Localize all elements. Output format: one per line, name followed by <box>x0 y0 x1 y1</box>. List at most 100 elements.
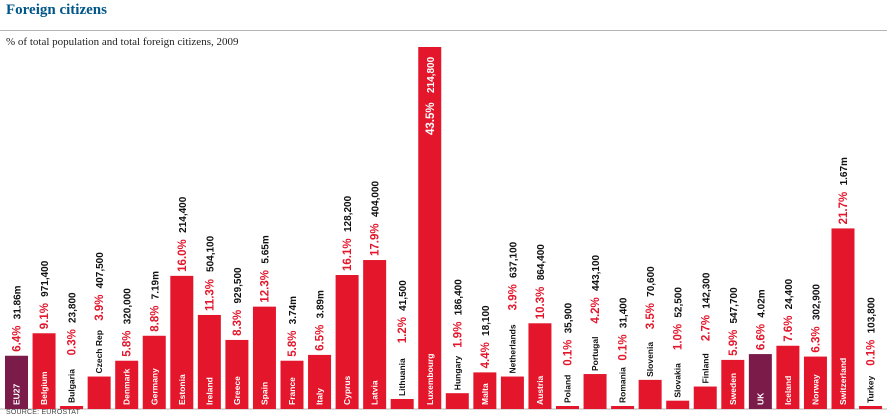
bar-estonia <box>170 275 194 409</box>
pct-label-czech-rep: 3.9% <box>94 295 106 321</box>
category-label-latvia: Latvia <box>370 380 380 405</box>
bar-uk <box>748 354 772 409</box>
total-label-slovakia: 52,500 <box>674 287 685 318</box>
category-label-belgium: Belgium <box>39 371 49 405</box>
pct-label-netherlands: 3.9% <box>507 284 519 310</box>
category-label-italy: Italy <box>315 388 325 405</box>
category-label-ireland: Ireland <box>204 377 214 405</box>
title-divider <box>0 30 887 31</box>
chart-subtitle: % of total population and total foreign … <box>6 36 239 48</box>
pct-label-malta: 4.4% <box>480 342 492 368</box>
category-label-france: France <box>287 377 297 405</box>
category-label-norway: Norway <box>810 374 820 405</box>
category-label-cyprus: Cyprus <box>342 375 352 405</box>
total-label-belgium: 971,400 <box>40 260 51 297</box>
total-label-spain: 5.65m <box>260 235 271 263</box>
bar-germany <box>142 335 166 409</box>
category-label-austria: Austria <box>535 375 545 405</box>
total-label-uk: 4.02m <box>756 289 767 317</box>
total-label-poland: 35,900 <box>564 302 575 333</box>
pct-label-norway: 6.3% <box>810 326 822 352</box>
category-label-turkey: Turkey <box>866 375 876 403</box>
bar-slovenia <box>638 379 662 409</box>
bar-malta <box>473 372 497 409</box>
total-label-slovenia: 70,600 <box>646 266 657 297</box>
category-label-netherlands: Netherlands <box>507 324 517 373</box>
pct-label-poland: 0.1% <box>563 340 575 366</box>
pct-label-italy: 6.5% <box>315 325 327 351</box>
pct-label-uk: 6.6% <box>755 324 767 350</box>
pct-label-slovenia: 3.5% <box>645 303 657 329</box>
bar-turkey <box>859 406 883 409</box>
pct-label-france: 5.8% <box>287 331 299 357</box>
source-note: SOURCE: EUROSTAT <box>6 409 81 416</box>
pct-label-latvia: 17.9% <box>370 223 382 256</box>
total-label-germany: 7.19m <box>150 271 161 299</box>
total-label-italy: 3.89m <box>316 290 327 318</box>
pct-label-denmark: 5.8% <box>122 331 134 357</box>
bar-luxembourg <box>418 47 442 409</box>
category-label-greece: Greece <box>232 376 242 405</box>
total-label-turkey: 103,800 <box>867 297 878 334</box>
total-label-hungary: 186,400 <box>453 279 464 316</box>
category-label-luxembourg: Luxembourg <box>425 354 435 405</box>
bar-france <box>280 360 304 409</box>
bar-hungary <box>445 393 469 409</box>
pct-label-estonia: 16.0% <box>177 239 189 272</box>
category-label-slovakia: Slovakia <box>673 363 683 398</box>
bar-bulgaria <box>60 406 84 409</box>
total-label-norway: 302,900 <box>811 284 822 321</box>
total-label-luxembourg: 214,800 <box>426 56 437 93</box>
category-label-hungary: Hungary <box>452 355 462 390</box>
category-label-romania: Romania <box>618 367 628 403</box>
pct-label-finland: 2.7% <box>700 315 712 341</box>
pct-label-ireland: 11.3% <box>204 279 216 311</box>
category-label-slovenia: Slovenia <box>645 342 655 377</box>
bar-italy <box>308 354 332 409</box>
total-label-cyprus: 128,200 <box>343 195 354 232</box>
category-label-sweden: Sweden <box>728 373 738 405</box>
bar-switzerland <box>831 228 855 409</box>
bar-poland <box>556 406 579 409</box>
total-label-austria: 864,400 <box>536 244 547 281</box>
category-label-germany: Germany <box>149 368 159 405</box>
pct-label-iceland: 7.6% <box>783 316 795 342</box>
pct-label-slovakia: 1.0% <box>673 324 685 350</box>
category-label-uk: UK <box>755 392 765 405</box>
category-label-poland: Poland <box>563 375 573 403</box>
total-label-ireland: 504,100 <box>205 235 216 272</box>
category-label-finland: Finland <box>700 353 710 383</box>
category-label-czech-rep: Czech Rep <box>94 330 104 373</box>
bar-lithuania <box>390 399 414 409</box>
bar-czech-rep <box>87 376 111 409</box>
total-label-greece: 929,500 <box>233 267 244 304</box>
total-label-eu27: 31.86m <box>13 285 24 319</box>
bar-slovakia <box>666 400 690 409</box>
bar-iceland <box>776 345 800 409</box>
category-label-portugal: Portugal <box>590 337 600 371</box>
category-label-bulgaria: Bulgaria <box>67 369 77 403</box>
total-label-france: 3.74m <box>288 296 299 324</box>
total-label-switzerland: 1.67m <box>839 157 850 185</box>
total-label-denmark: 320,000 <box>123 288 134 325</box>
category-label-switzerland: Switzerland <box>838 358 848 405</box>
pct-label-luxembourg: 43.5% <box>425 102 437 135</box>
total-label-malta: 18,100 <box>481 305 492 336</box>
total-label-portugal: 443,100 <box>591 254 602 291</box>
total-label-estonia: 214,400 <box>178 196 189 233</box>
bar-latvia <box>363 260 387 409</box>
chart-title: Foreign citizens <box>6 2 107 18</box>
bar-portugal <box>583 374 607 409</box>
bar-norway <box>803 356 827 409</box>
total-label-czech-rep: 407,500 <box>95 252 106 289</box>
pct-label-hungary: 1.9% <box>452 322 464 348</box>
pct-label-greece: 8.3% <box>232 310 244 336</box>
bar-greece <box>225 339 249 409</box>
bar-romania <box>611 406 635 409</box>
bar-austria <box>528 323 552 409</box>
total-label-iceland: 24,400 <box>784 278 795 309</box>
pct-label-austria: 10.3% <box>535 287 547 320</box>
category-label-lithuania: Lithuania <box>397 358 407 396</box>
total-label-bulgaria: 23,800 <box>68 292 79 323</box>
